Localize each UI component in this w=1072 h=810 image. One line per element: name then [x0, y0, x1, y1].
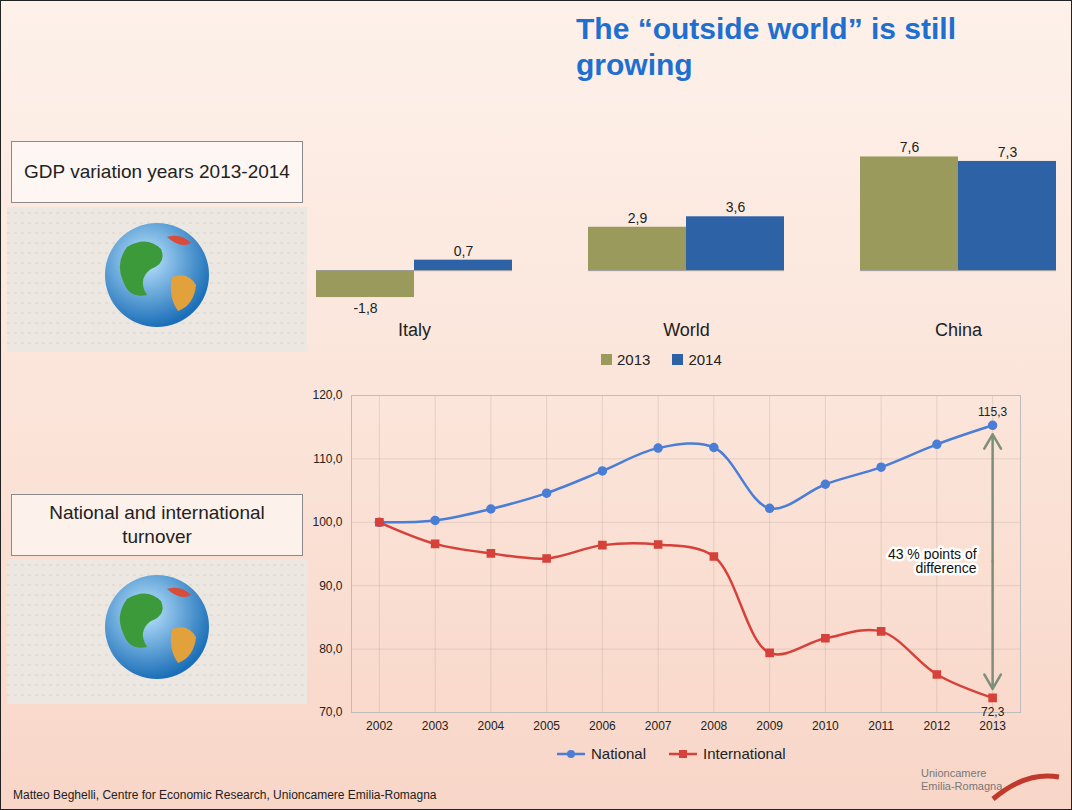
svg-text:Italy: Italy: [398, 320, 431, 340]
html-text:National and international tur: National and international turnover: [49, 502, 265, 547]
svg-text:110,0: 110,0: [313, 452, 342, 466]
svg-text:-1,8: -1,8: [353, 300, 377, 316]
html-text:National: National: [591, 745, 646, 762]
svg-text:2010: 2010: [812, 719, 839, 733]
html-text:Matteo Beghelli, Centre for Ec: Matteo Beghelli, Centre for Economic Res…: [13, 788, 437, 802]
html-text:The “outside world” is still g: The “outside world” is still growing: [576, 12, 956, 81]
svg-text:115,3: 115,3: [978, 405, 1007, 419]
html-text:2013: 2013: [617, 351, 651, 368]
svg-text:2007: 2007: [645, 719, 672, 733]
html-text:International: International: [703, 745, 786, 762]
svg-text:2009: 2009: [756, 719, 783, 733]
svg-text:43 % points ofdifference: 43 % points ofdifference: [888, 546, 977, 576]
svg-text:2006: 2006: [589, 719, 616, 733]
html-text:Unioncamere Emilia-Romagna: Unioncamere Emilia-Romagna: [921, 767, 1003, 792]
svg-text:2012: 2012: [924, 719, 951, 733]
svg-text:2002: 2002: [366, 719, 393, 733]
svg-text:2013: 2013: [979, 719, 1006, 733]
svg-text:2005: 2005: [533, 719, 560, 733]
svg-text:120,0: 120,0: [312, 388, 342, 402]
svg-text:2,9: 2,9: [628, 210, 648, 226]
svg-text:7,6: 7,6: [900, 139, 920, 155]
svg-text:0,7: 0,7: [454, 243, 474, 259]
svg-text:72,3: 72,3: [981, 705, 1005, 719]
svg-text:80,0: 80,0: [319, 642, 343, 656]
svg-text:2011: 2011: [868, 719, 894, 733]
svg-text:90,0: 90,0: [319, 579, 343, 593]
svg-text:China: China: [935, 320, 983, 340]
svg-text:World: World: [663, 320, 710, 340]
svg-text:70,0: 70,0: [319, 705, 343, 719]
svg-text:7,3: 7,3: [998, 144, 1018, 160]
svg-text:2003: 2003: [422, 719, 449, 733]
html-text:GDP variation years 2013-2014: GDP variation years 2013-2014: [24, 161, 290, 182]
svg-text:2004: 2004: [478, 719, 505, 733]
svg-text:2008: 2008: [701, 719, 728, 733]
html-text:2014: 2014: [688, 351, 722, 368]
svg-text:100,0: 100,0: [312, 515, 342, 529]
svg-text:3,6: 3,6: [726, 199, 746, 215]
